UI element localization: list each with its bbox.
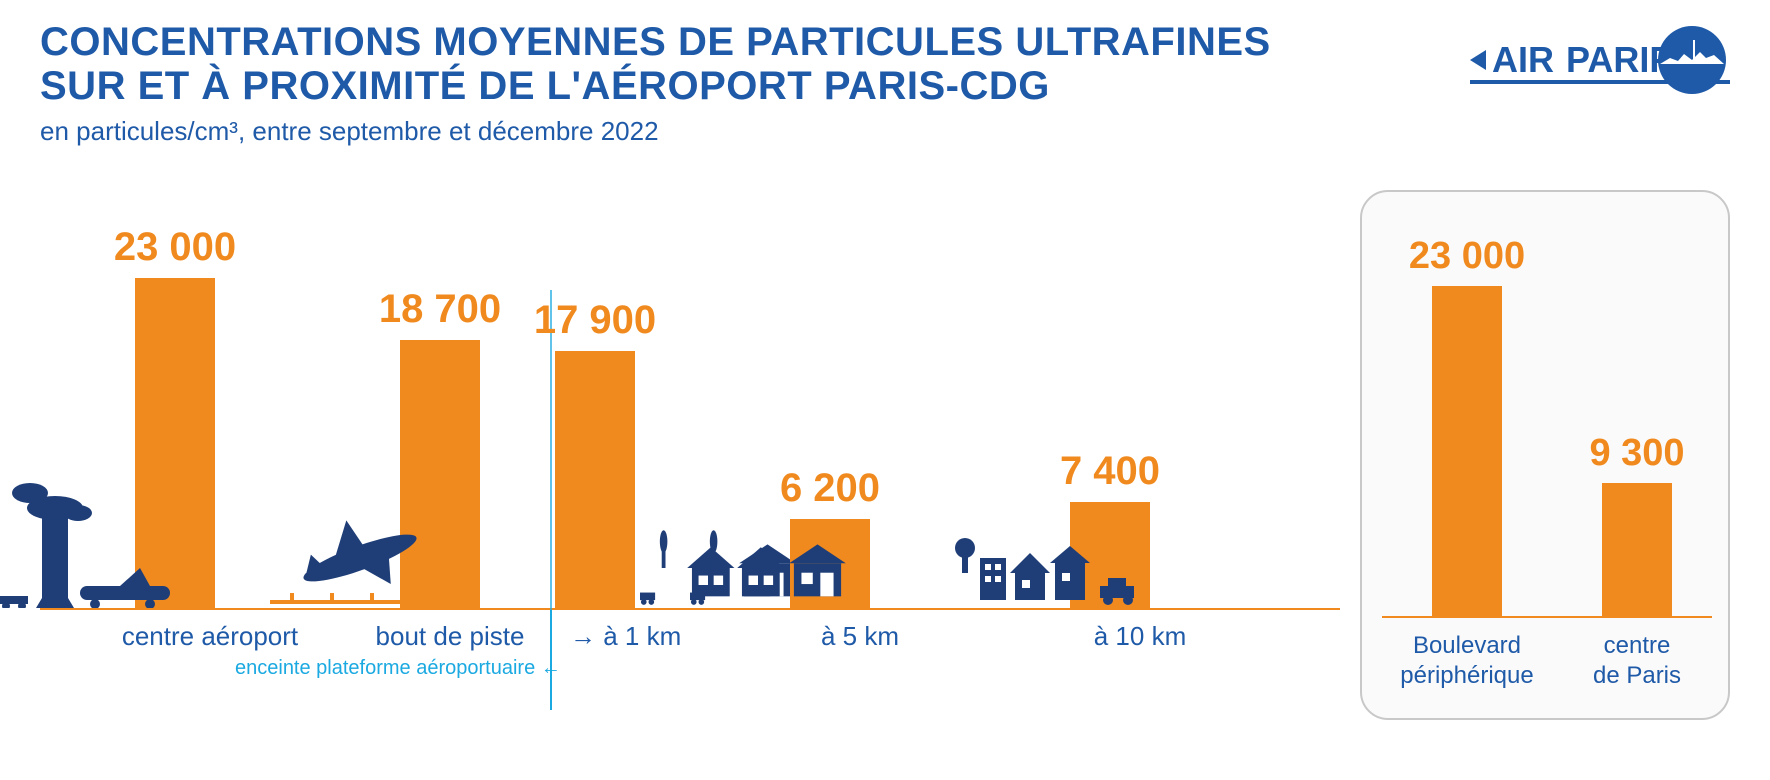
bar-value-2: 17 900 bbox=[505, 298, 685, 343]
logo-svg: AIR PARIF bbox=[1470, 20, 1730, 110]
title-line-1: CONCENTRATIONS MOYENNES DE PARTICULES UL… bbox=[40, 20, 1271, 64]
side-baseline bbox=[1382, 616, 1712, 618]
side-chart: 23 000 Boulevardpériphérique 9 300 centrede… bbox=[1362, 192, 1728, 718]
airparif-logo: AIR PARIF bbox=[1470, 20, 1730, 110]
title-block: CONCENTRATIONS MOYENNES DE PARTICULES UL… bbox=[40, 20, 1271, 147]
side-bar-value-0: 23 000 bbox=[1382, 235, 1552, 278]
main-baseline bbox=[40, 608, 1340, 610]
side-bar-1 bbox=[1602, 483, 1672, 616]
category-label-2: → à 1 km bbox=[570, 621, 750, 652]
title-line-2: SUR ET À PROXIMITÉ DE L'AÉROPORT PARIS-C… bbox=[40, 64, 1271, 108]
side-category-1-line1: centre bbox=[1547, 632, 1727, 660]
category-label-0: centre aéroport bbox=[80, 621, 340, 652]
bar-2 bbox=[555, 351, 635, 608]
category-label-3: à 5 km bbox=[780, 621, 940, 652]
town-icon bbox=[950, 528, 1150, 608]
side-bar-value-1: 9 300 bbox=[1552, 432, 1722, 475]
infographic-root: CONCENTRATIONS MOYENNES DE PARTICULES UL… bbox=[0, 0, 1770, 780]
houses-icon bbox=[690, 528, 860, 608]
bar-value-3: 6 200 bbox=[740, 466, 920, 511]
logo-text-parif: PARIF bbox=[1566, 39, 1671, 80]
side-category-0-line2: périphérique bbox=[1377, 662, 1557, 690]
category-label-4: à 10 km bbox=[1050, 621, 1230, 652]
bar-value-1: 18 700 bbox=[350, 287, 530, 332]
side-category-0-line1: Boulevard bbox=[1377, 632, 1557, 660]
subtitle: en particules/cm³, entre septembre et dé… bbox=[40, 116, 1271, 147]
bar-value-4: 7 400 bbox=[1020, 449, 1200, 494]
airport-boundary-footnote: enceinte plateforme aéroportuaire ← bbox=[235, 657, 561, 680]
logo-text-air: AIR bbox=[1492, 39, 1554, 80]
side-category-1-line2: de Paris bbox=[1547, 662, 1727, 690]
plane-icon bbox=[270, 488, 450, 608]
category-label-1: bout de piste bbox=[330, 621, 570, 652]
bar-value-0: 23 000 bbox=[85, 225, 265, 270]
tower-icon bbox=[0, 468, 180, 608]
side-bar-0 bbox=[1432, 286, 1502, 616]
comparison-box: 23 000 Boulevardpériphérique 9 300 centrede… bbox=[1360, 190, 1730, 720]
main-chart: 23 000 centre aéroport 18 700 bout de pist… bbox=[40, 190, 1340, 710]
